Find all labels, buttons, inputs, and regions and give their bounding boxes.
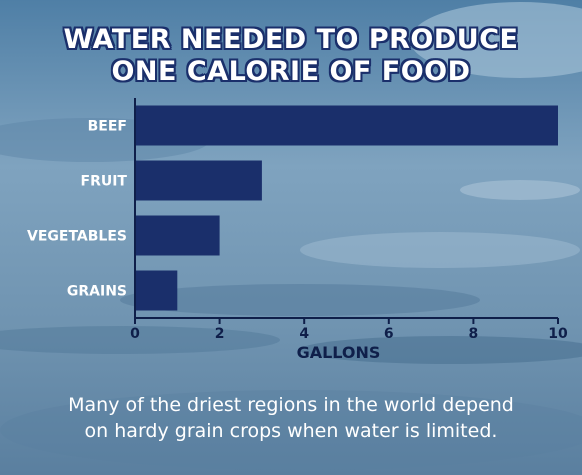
x-tick-label: 6 (384, 326, 394, 342)
x-tick-label: 2 (215, 326, 225, 342)
bar-grains (135, 270, 178, 311)
caption: Many of the driest regions in the world … (0, 392, 582, 444)
category-label: BEEF (88, 119, 127, 135)
x-tick-label: 4 (299, 326, 309, 342)
x-axis-title: GALLONS (297, 343, 381, 362)
chart-title: WATER NEEDED TO PRODUCE ONE CALORIE OF F… (0, 24, 582, 88)
bar-beef (135, 105, 558, 146)
x-tick-label: 0 (130, 326, 140, 342)
category-label: GRAINS (67, 284, 127, 300)
chart-title-line-1: WATER NEEDED TO PRODUCE (63, 24, 519, 55)
x-tick-label: 8 (469, 326, 479, 342)
bar-vegetables (135, 215, 220, 256)
category-label: VEGETABLES (27, 229, 127, 245)
category-label: FRUIT (81, 174, 128, 190)
x-tick-label: 10 (548, 326, 568, 342)
bar-fruit (135, 160, 262, 201)
caption-line-1: Many of the driest regions in the world … (68, 394, 514, 416)
chart-title-line-2: ONE CALORIE OF FOOD (111, 56, 471, 87)
caption-line-2: on hardy grain crops when water is limit… (84, 420, 498, 442)
